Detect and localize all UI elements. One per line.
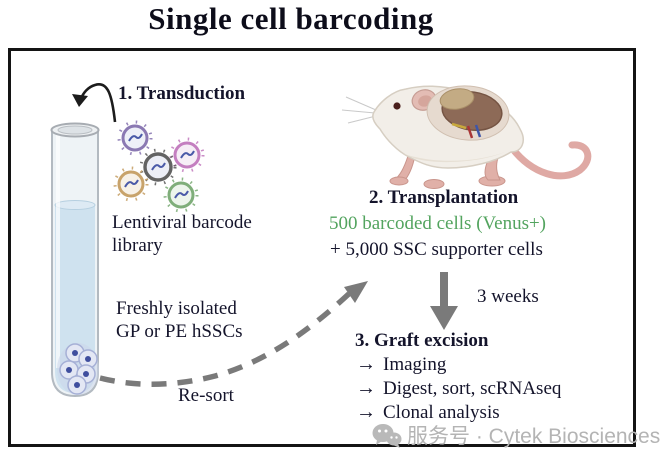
lentiviral-line2: library — [112, 235, 163, 256]
list-item-label: Imaging — [383, 354, 447, 375]
freshly-line1: Freshly isolated — [116, 298, 237, 319]
list-item-label: Clonal analysis — [383, 402, 500, 423]
lentiviral-library-label: Lentiviral barcode library — [112, 211, 252, 257]
watermark-text: 服务号 · Cytek Biosciences — [407, 425, 661, 448]
list-item-imaging: → Imaging — [356, 353, 561, 377]
resort-label: Re-sort — [178, 385, 234, 406]
list-item-digest-sort-scrnaseq: → Digest, sort, scRNAseq — [356, 377, 561, 401]
watermark: 服务号 · Cytek Biosciences — [372, 420, 660, 450]
lentiviral-line1: Lentiviral barcode — [112, 212, 252, 233]
supporter-cells-label: + 5,000 SSC supporter cells — [330, 239, 543, 260]
list-item-label: Digest, sort, scRNAseq — [383, 378, 562, 399]
freshly-isolated-label: Freshly isolated GP or PE hSSCs — [116, 297, 243, 343]
page-title: Single cell barcoding — [148, 1, 434, 36]
step1-label: 1. Transduction — [118, 83, 246, 104]
right-arrow-icon: → — [356, 377, 376, 399]
duration-label: 3 weeks — [477, 286, 539, 307]
freshly-line2: GP or PE hSSCs — [116, 321, 243, 342]
step3-label: 3. Graft excision — [355, 330, 489, 351]
right-arrow-icon: → — [356, 353, 376, 375]
barcoded-cells-label: 500 barcoded cells (Venus+) — [329, 213, 547, 234]
wechat-icon — [372, 423, 402, 448]
list-item-clonal-analysis: → Clonal analysis — [356, 401, 561, 425]
right-arrow-icon: → — [356, 401, 376, 423]
graft-excision-list: → Imaging → Digest, sort, scRNAseq → Clo… — [356, 353, 561, 425]
step2-label: 2. Transplantation — [369, 187, 519, 208]
